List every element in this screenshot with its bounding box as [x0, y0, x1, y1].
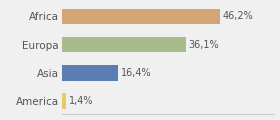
Bar — [62, 65, 118, 81]
Text: 46,2%: 46,2% — [223, 11, 254, 21]
Text: 1,4%: 1,4% — [69, 96, 94, 106]
Bar — [62, 37, 186, 52]
Text: 36,1%: 36,1% — [188, 40, 219, 50]
Bar — [62, 9, 220, 24]
Text: 16,4%: 16,4% — [121, 68, 151, 78]
Bar — [62, 93, 66, 109]
